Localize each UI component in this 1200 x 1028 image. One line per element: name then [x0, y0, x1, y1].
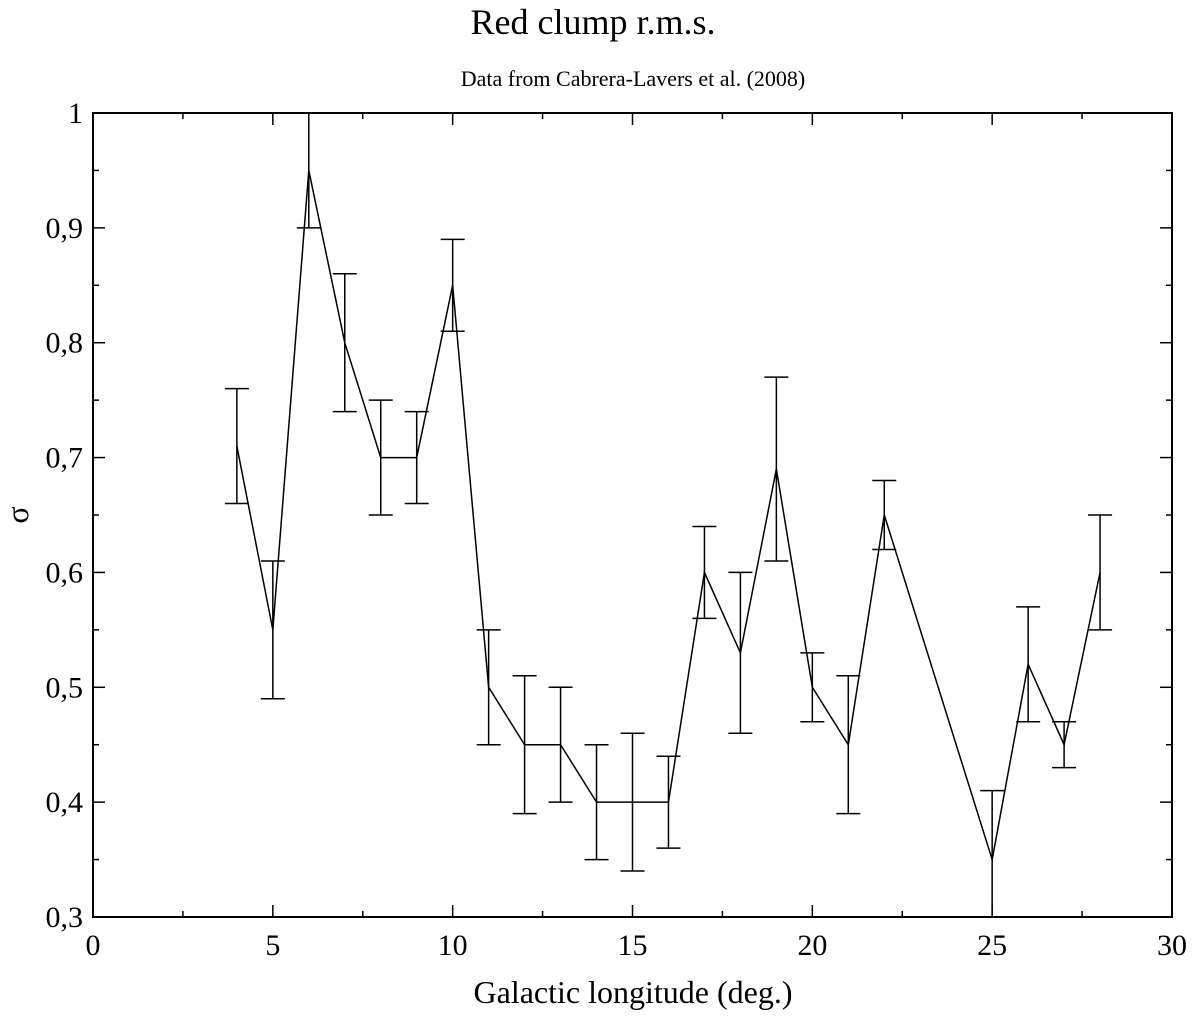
y-tick-label: 0,8 [46, 327, 84, 360]
x-tick-label: 0 [86, 929, 101, 962]
y-axis-label: σ [0, 506, 35, 523]
x-tick-label: 5 [265, 929, 280, 962]
y-tick-label: 0,4 [46, 786, 84, 819]
x-tick-label: 15 [618, 929, 648, 962]
x-tick-label: 20 [797, 929, 827, 962]
y-tick-label: 0,9 [46, 212, 84, 245]
y-tick-label: 0,6 [46, 556, 84, 589]
x-axis-label: Galactic longitude (deg.) [474, 974, 793, 1010]
y-tick-label: 0,7 [46, 442, 84, 475]
chart-title: Red clump r.m.s. [471, 2, 716, 42]
x-tick-label: 30 [1157, 929, 1187, 962]
x-tick-label: 10 [438, 929, 468, 962]
y-tick-label: 0,3 [46, 901, 84, 934]
y-tick-label: 1 [68, 97, 83, 130]
x-tick-label: 25 [977, 929, 1007, 962]
y-tick-label: 0,5 [46, 671, 84, 704]
chart-subtitle: Data from Cabrera-Lavers et al. (2008) [461, 66, 806, 91]
